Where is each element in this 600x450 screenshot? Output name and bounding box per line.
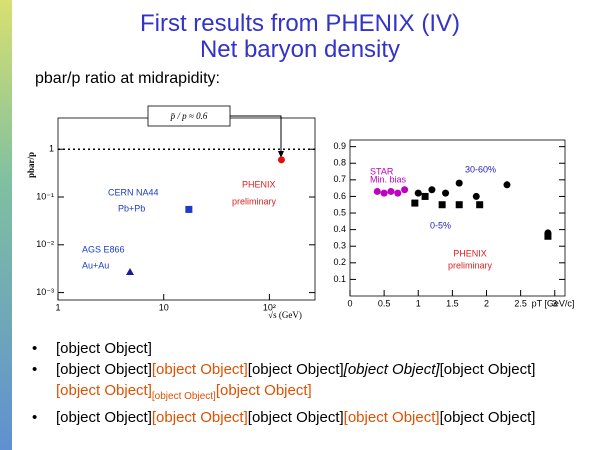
x-tick-label: 2: [484, 298, 489, 308]
series-label: Min. bias: [370, 174, 407, 184]
y-tick-label: 0.8: [333, 158, 346, 168]
series-label: Pb+Pb: [118, 203, 145, 213]
y-tick-label: 10⁻²: [36, 239, 54, 249]
text-run: [object Object]: [439, 409, 536, 426]
title: First results from PHENIX (IV): [139, 10, 461, 37]
series-label: Au+Au: [82, 260, 109, 270]
x-tick-label: 2.5: [514, 298, 527, 308]
x-tick-label: 1.5: [446, 298, 459, 308]
bullet: [object Object][object Object][object Ob…: [30, 407, 590, 428]
text-run: [object Object]: [56, 409, 152, 426]
marker: [411, 199, 419, 207]
y-tick-label: 0.7: [333, 174, 346, 184]
bullet: [object Object][object Object][object Ob…: [30, 359, 590, 380]
x-tick-label: 10²: [263, 302, 276, 312]
plot-frame: [349, 139, 566, 297]
marker: [414, 189, 422, 197]
y-tick-label: 0.9: [333, 141, 346, 151]
y-tick-label: 0.2: [333, 257, 346, 267]
y-tick-label: 10⁻³: [36, 287, 54, 297]
y-tick-label: 0.6: [333, 191, 346, 201]
text-run: [object Object]: [151, 409, 248, 426]
text-run: [object Object]: [151, 361, 248, 378]
title: Net baryon density: [199, 36, 401, 63]
text-run: [object Object]: [343, 409, 440, 426]
text-run: [object Object]: [151, 391, 216, 402]
y-tick-label: 0.1: [333, 274, 346, 284]
text-run: [object Object]: [247, 361, 344, 378]
x-tick-label: 0.5: [378, 298, 391, 308]
marker: [373, 187, 381, 195]
text-run: [object Object]: [343, 361, 440, 378]
bullet: [object Object]: [30, 338, 590, 359]
marker: [421, 192, 429, 200]
marker: [455, 201, 463, 209]
marker: [476, 201, 484, 209]
bullet-list: [object Object][object Object][object Ob…: [30, 338, 590, 428]
series-label: 0-5%: [430, 220, 451, 230]
text-run: [object Object]: [215, 382, 312, 399]
series-label: 30-60%: [465, 164, 496, 174]
note: PHENIX: [453, 248, 487, 258]
x-tick-label: 3: [552, 298, 557, 308]
x-axis-label: pT [GeV/c]: [532, 298, 575, 308]
y-tick-label: 1: [49, 144, 54, 154]
x-axis-label: √s (GeV): [268, 310, 302, 320]
x-tick-label: 10: [159, 302, 169, 312]
side-strip: [0, 0, 12, 450]
y-tick-label: 0.5: [333, 207, 346, 217]
marker: [438, 201, 446, 209]
marker: [277, 156, 285, 164]
text-run: [object Object]: [56, 361, 152, 378]
x-tick-label: 1: [416, 298, 421, 308]
marker: [380, 189, 388, 197]
series-label: PHENIX: [242, 179, 276, 189]
text-run: [object Object]: [56, 382, 152, 399]
arrow-head: [278, 151, 284, 158]
marker: [185, 205, 193, 213]
marker: [442, 189, 450, 197]
marker: [428, 186, 436, 194]
sub-line: [object Object][object Object][object Ob…: [30, 380, 590, 407]
marker: [503, 181, 511, 189]
text-run: [object Object]: [247, 409, 344, 426]
series-label: AGS E866: [82, 244, 125, 254]
series-label: preliminary: [232, 196, 277, 206]
y-tick-label: 0.4: [333, 224, 346, 234]
x-tick-label: 0: [347, 298, 352, 308]
y-axis-label: pbar/p: [26, 152, 36, 178]
text-run: [object Object]: [439, 361, 536, 378]
marker: [394, 189, 402, 197]
annotation: p̄ / p ≈ 0.6: [170, 111, 208, 121]
marker: [126, 267, 135, 275]
marker: [472, 192, 480, 200]
marker: [401, 186, 409, 194]
annotation-arrow: [230, 115, 282, 153]
text-run: [object Object]: [56, 340, 152, 357]
x-tick-label: 1: [55, 302, 60, 312]
y-tick-label: 0.3: [333, 241, 346, 251]
series-label: STAR: [370, 166, 394, 176]
marker: [544, 232, 552, 240]
marker: [455, 179, 463, 187]
marker: [387, 187, 395, 195]
subtitle: pbar/p ratio at midrapidity:: [35, 70, 220, 87]
series-label: CERN NA44: [108, 187, 159, 197]
y-tick-label: 10⁻¹: [36, 191, 54, 201]
note: preliminary: [448, 260, 493, 270]
